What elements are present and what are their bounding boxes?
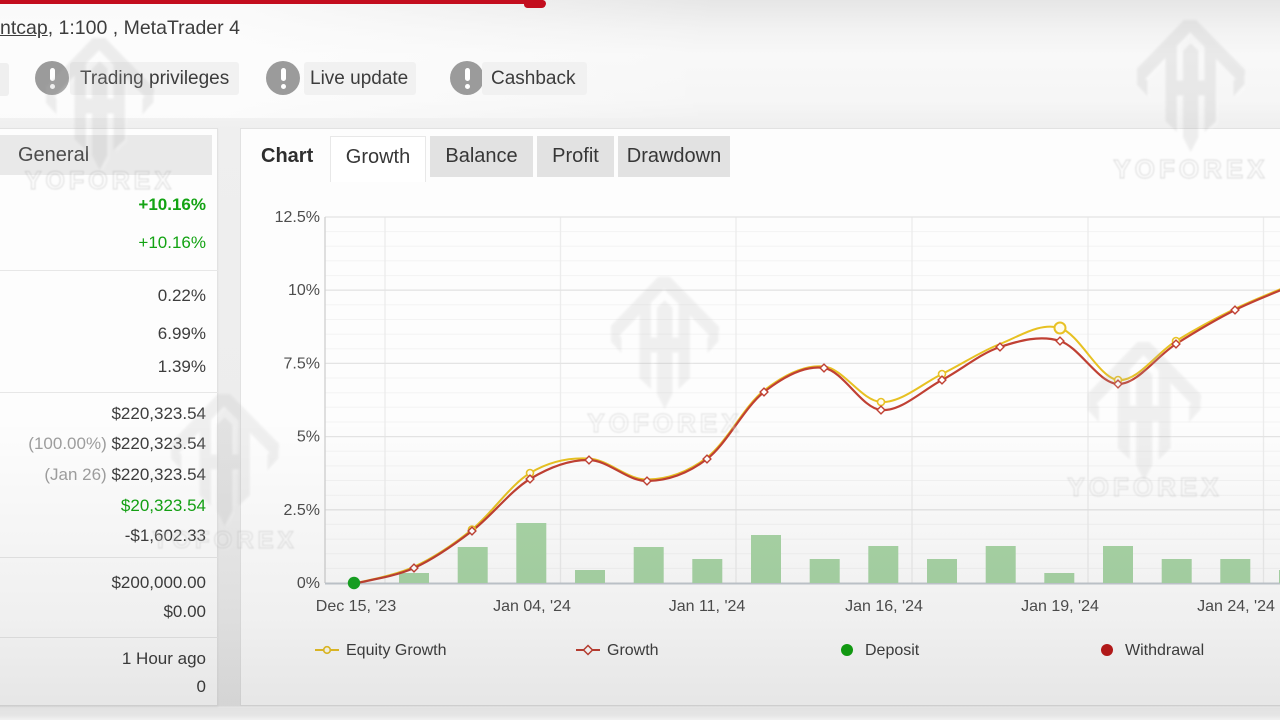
- svg-text:2.5%: 2.5%: [284, 502, 320, 519]
- svg-text:Jan 04, '24: Jan 04, '24: [493, 598, 571, 615]
- svg-text:10%: 10%: [288, 282, 320, 299]
- svg-text:Deposit: Deposit: [865, 642, 920, 659]
- svg-text:Jan 19, '24: Jan 19, '24: [1021, 598, 1099, 615]
- svg-text:Equity Growth: Equity Growth: [346, 642, 446, 659]
- svg-text:7.5%: 7.5%: [284, 355, 320, 372]
- svg-text:0%: 0%: [297, 575, 320, 592]
- svg-text:Jan 11, '24: Jan 11, '24: [669, 598, 746, 615]
- svg-text:Growth: Growth: [607, 642, 659, 659]
- svg-text:Jan 16, '24: Jan 16, '24: [845, 598, 923, 615]
- svg-text:5%: 5%: [297, 429, 320, 446]
- svg-text:Withdrawal: Withdrawal: [1125, 642, 1204, 659]
- svg-text:Jan 24, '24: Jan 24, '24: [1197, 598, 1275, 615]
- svg-text:12.5%: 12.5%: [275, 209, 320, 226]
- svg-text:Dec 15, '23: Dec 15, '23: [316, 598, 397, 615]
